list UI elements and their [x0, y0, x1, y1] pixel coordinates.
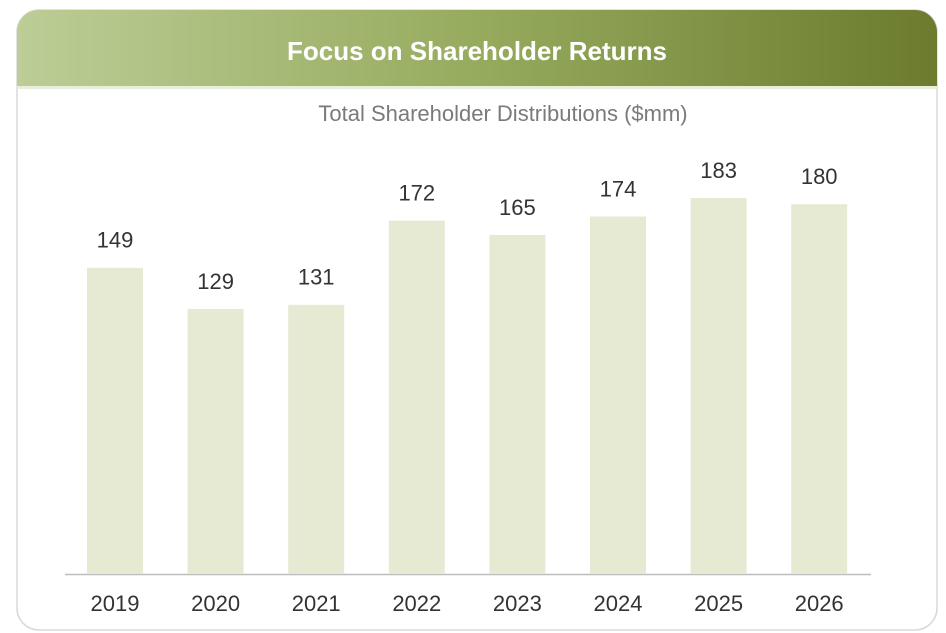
x-tick-label: 2023 — [493, 591, 542, 616]
header — [17, 10, 937, 86]
x-tick-label: 2026 — [795, 591, 844, 616]
x-tick-label: 2021 — [292, 591, 341, 616]
bar — [590, 216, 646, 574]
bar — [388, 220, 445, 575]
x-tick-label: 2025 — [694, 591, 743, 616]
bar — [187, 308, 244, 574]
x-tick-label: 2022 — [392, 591, 441, 616]
value-label: 149 — [97, 228, 134, 253]
bar — [288, 304, 345, 574]
header-shadow — [17, 86, 937, 89]
value-label: 131 — [298, 265, 335, 290]
value-label: 165 — [499, 195, 536, 220]
value-label: 129 — [197, 269, 234, 294]
bar — [690, 198, 747, 574]
value-label: 180 — [801, 164, 838, 189]
bar — [791, 204, 848, 574]
chart-subtitle: Total Shareholder Distributions ($mm) — [318, 101, 687, 126]
value-label: 174 — [600, 176, 637, 201]
chart-title: Focus on Shareholder Returns — [287, 36, 667, 66]
value-label: 183 — [700, 158, 737, 183]
bar — [87, 267, 143, 574]
bar — [489, 234, 546, 574]
x-tick-label: 2019 — [91, 591, 140, 616]
x-tick-label: 2024 — [594, 591, 643, 616]
value-label: 172 — [398, 180, 435, 205]
x-tick-label: 2020 — [191, 591, 240, 616]
